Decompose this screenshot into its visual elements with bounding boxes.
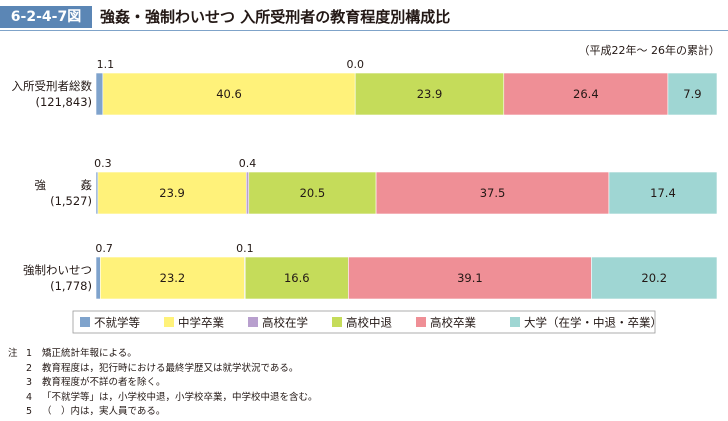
- legend-swatch: [332, 317, 342, 327]
- data-label: 1.1: [97, 58, 115, 71]
- legend-label: 中学卒業: [178, 316, 224, 330]
- note-number: 5: [26, 406, 33, 418]
- data-label: 0.4: [239, 157, 257, 170]
- data-label: 23.9: [159, 186, 185, 200]
- bar-segment: [102, 72, 356, 116]
- data-label: 7.9: [683, 87, 701, 101]
- bar-segment: [667, 72, 718, 116]
- category-label: 強制わいせつ: [23, 263, 92, 277]
- legend: [72, 310, 656, 334]
- note-text: 教育程度は，犯行時における最終学歴又は就学状況である。: [42, 362, 299, 374]
- bar-segment: [100, 256, 245, 300]
- figure-title: 強姦・強制わいせつ 入所受刑者の教育程度別構成比: [100, 8, 451, 26]
- legend-label: 不就学等: [94, 316, 140, 330]
- note-text: 矯正統計年報による。: [42, 348, 137, 359]
- category-count: (1,527): [50, 194, 92, 208]
- note-number: 2: [26, 362, 33, 374]
- legend-swatch: [164, 317, 174, 327]
- category-label: 強 姦: [35, 178, 93, 192]
- category-count: (121,843): [35, 95, 92, 109]
- legend-label: 高校卒業: [430, 316, 476, 330]
- legend-swatch: [416, 317, 426, 327]
- title-rule: [0, 30, 728, 31]
- figure-number: 6-2-4-7図: [0, 6, 92, 28]
- legend-swatch: [510, 317, 520, 327]
- data-label: 16.6: [284, 271, 310, 285]
- bar-segment: [95, 256, 101, 300]
- note-row: 注 1 矯正統計年報による。: [8, 347, 318, 362]
- data-label: 40.6: [216, 87, 242, 101]
- data-label: 0.1: [236, 242, 254, 255]
- data-label: 23.9: [417, 87, 443, 101]
- note-number: 4: [26, 391, 33, 403]
- legend-swatch: [248, 317, 258, 327]
- note-row: 4 「不就学等」は，小学校中退，小学校卒業，中学校中退を含む。: [8, 391, 318, 406]
- bar-segment: [503, 72, 669, 116]
- data-label: 26.4: [573, 87, 599, 101]
- note-number: 1: [26, 348, 33, 359]
- data-label: 0.0: [346, 58, 364, 71]
- bar-segment: [95, 72, 104, 116]
- category-count: (1,778): [50, 279, 92, 293]
- data-label: 20.2: [641, 271, 667, 285]
- data-label: 0.7: [95, 242, 113, 255]
- data-label: 0.3: [94, 157, 112, 170]
- legend-swatch: [80, 317, 90, 327]
- bar-segment: [608, 171, 718, 215]
- data-label: 37.5: [480, 186, 506, 200]
- data-label: 20.5: [300, 186, 326, 200]
- bar-segment: [375, 171, 610, 215]
- note-text: 「不就学等」は，小学校中退，小学校卒業，中学校中退を含む。: [42, 391, 318, 403]
- stacked-bar-chart: 入所受刑者総数 (121,843) 1.1 40.6 0.0 23.9 26.4 7.9 強 姦…: [12, 58, 718, 334]
- bar-segment: [97, 171, 247, 215]
- category-label: 入所受刑者総数: [12, 79, 93, 93]
- bar-segment: [591, 256, 718, 300]
- data-label: 39.1: [457, 271, 483, 285]
- bar-segment: [348, 256, 592, 300]
- period-note: （平成22年～ 26年の累計）: [578, 44, 721, 57]
- notes-label: 注: [8, 348, 18, 359]
- legend-label: 高校中退: [346, 316, 392, 330]
- note-text: （ ）内は，実人員である。: [42, 406, 166, 418]
- bar-segment: [245, 171, 250, 215]
- data-label: 23.2: [160, 271, 186, 285]
- bar-segment: [354, 72, 505, 116]
- note-row: 5 （ ）内は，実人員である。: [8, 405, 318, 420]
- legend-label: 高校在学: [262, 316, 308, 330]
- bar-segment: [244, 256, 349, 300]
- note-row: 2 教育程度は，犯行時における最終学歴又は就学状況である。: [8, 362, 318, 377]
- bar-segment: [248, 171, 377, 215]
- note-row: 3 教育程度が不詳の者を除く。: [8, 376, 318, 391]
- data-label: 17.4: [650, 186, 676, 200]
- notes: 注 1 矯正統計年報による。 2 教育程度は，犯行時における最終学歴又は就学状況…: [8, 347, 318, 420]
- note-number: 3: [26, 377, 33, 389]
- legend-label: 大学（在学・中退・卒業）: [524, 316, 662, 330]
- note-text: 教育程度が不詳の者を除く。: [42, 377, 166, 389]
